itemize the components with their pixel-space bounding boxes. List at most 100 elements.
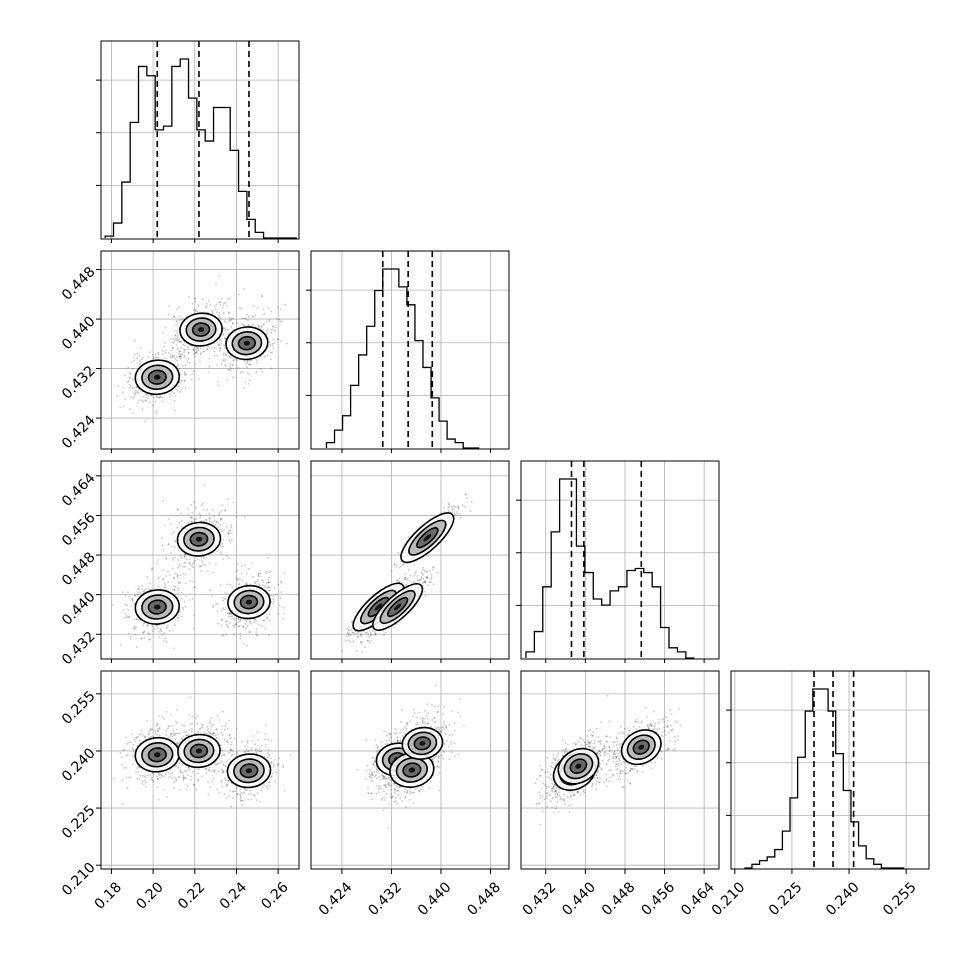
scatter-panel-2-1	[310, 460, 510, 660]
contour-1-0-0-1	[141, 364, 174, 390]
contour-2-0-1-2	[189, 531, 209, 547]
density-blob-2-1-1	[372, 583, 424, 631]
density-blob-3-1-1	[389, 752, 435, 788]
xtick-label-0-3: 0.24	[217, 879, 250, 912]
contour-3-0-0-2	[147, 747, 167, 763]
ytick-label-1-0: 0.424	[59, 412, 99, 452]
contour-3-2-2-2	[632, 739, 650, 755]
ytick-label-2-4: 0.464	[59, 470, 99, 510]
xtick-label-3-1: 0.225	[766, 879, 806, 919]
scatter-panel-3-2	[520, 670, 720, 870]
contour-1-0-2-2	[237, 335, 257, 351]
contour-3-0-1-0	[177, 733, 221, 769]
xtick-label-1-1: 0.432	[365, 879, 405, 919]
histogram-step-2	[525, 478, 695, 659]
density-blob-3-0-1	[177, 733, 221, 769]
xtick-label-2-1: 0.440	[559, 879, 599, 919]
xtick-label-2-2: 0.448	[599, 879, 639, 919]
histogram-step-3	[744, 688, 905, 869]
density-blob-1-0-2	[225, 326, 269, 361]
density-blob-3-0-2	[226, 753, 272, 789]
density-blob-2-0-1	[176, 521, 222, 557]
xtick-label-0-2: 0.22	[175, 879, 208, 912]
ytick-label-1-1: 0.432	[59, 363, 99, 403]
contour-2-0-1-0	[176, 521, 222, 557]
contour-2-1-1-0	[372, 583, 424, 631]
xtick-label-0-4: 0.26	[258, 879, 291, 912]
contour-2-1-1-1	[379, 589, 416, 625]
density-blob-3-2-2	[620, 729, 662, 766]
ytick-label-2-1: 0.440	[59, 589, 99, 629]
xtick-label-2-3: 0.456	[638, 879, 678, 919]
samples-3-2	[534, 694, 682, 826]
contour-3-0-2-2	[239, 763, 259, 779]
contour-3-1-2-0	[401, 726, 444, 760]
panel-frame-3-0	[100, 670, 300, 870]
xtick-label-1-0: 0.424	[316, 879, 356, 919]
contour-2-0-0-0	[134, 589, 181, 625]
hist-frame-1	[310, 250, 510, 450]
ytick-label-1-2: 0.440	[59, 313, 99, 353]
panel-frame-2-0	[100, 460, 300, 660]
xtick-label-0-0: 0.18	[92, 879, 125, 912]
contour-2-1-2-0	[400, 512, 455, 564]
ytick-label-3-1: 0.225	[59, 802, 99, 842]
xtick-label-0-1: 0.20	[133, 879, 166, 912]
ytick-label-1-3: 0.448	[59, 264, 99, 304]
xtick-label-1-3: 0.448	[464, 879, 504, 919]
scatter-panel-1-0	[100, 250, 300, 450]
contour-1-0-0-0	[134, 359, 181, 396]
hist-frame-3	[730, 670, 930, 870]
contour-3-2-1-1	[563, 753, 594, 780]
histogram-step-0	[104, 58, 297, 239]
histogram-panel-0	[96, 40, 300, 240]
density-blob-3-1-2	[401, 726, 444, 760]
contour-3-0-1-2	[189, 743, 209, 759]
density-blob-1-0-1	[179, 312, 223, 347]
contour-3-1-2-2	[413, 736, 432, 751]
contour-3-2-2-1	[626, 734, 656, 760]
xtick-label-1-2: 0.440	[415, 879, 455, 919]
density-blob-2-0-0	[134, 589, 181, 625]
scatter-panel-3-1	[310, 670, 510, 870]
contour-1-0-2-1	[231, 331, 263, 356]
contour-3-1-1-1	[395, 757, 428, 783]
contour-3-0-2-0	[226, 753, 272, 789]
scatter-panel-3-0	[100, 670, 300, 870]
contour-2-0-0-1	[141, 594, 174, 620]
contour-3-0-0-1	[141, 742, 174, 768]
contour-3-1-2-1	[407, 731, 438, 756]
xtick-label-3-3: 0.255	[880, 879, 920, 919]
histogram-step-1	[325, 268, 480, 449]
ytick-label-2-2: 0.448	[59, 549, 99, 589]
xtick-label-2-0: 0.432	[520, 879, 560, 919]
contour-2-0-2-0	[227, 584, 271, 620]
contour-3-0-1-1	[183, 738, 215, 764]
contour-2-0-0-2	[147, 599, 167, 615]
density-blob-2-1-2	[400, 512, 455, 564]
contour-2-1-2-2	[416, 527, 439, 549]
contour-3-0-2-1	[233, 758, 265, 784]
contour-2-1-1-2	[386, 596, 409, 618]
panel-frame-2-1	[310, 460, 510, 660]
xtick-label-3-0: 0.210	[709, 879, 749, 919]
histogram-panel-2	[516, 460, 720, 660]
contour-3-2-2-0	[620, 729, 662, 766]
ytick-label-2-0: 0.432	[59, 629, 99, 669]
contour-1-0-1-2	[191, 322, 211, 337]
xtick-label-3-2: 0.240	[823, 879, 863, 919]
contour-2-0-2-1	[233, 589, 265, 615]
density-blob-3-2-1	[557, 747, 600, 785]
histogram-panel-1	[306, 250, 510, 450]
xtick-label-2-4: 0.464	[678, 879, 718, 919]
contour-1-0-1-0	[179, 312, 223, 347]
ytick-label-2-3: 0.456	[59, 510, 99, 550]
histogram-panel-3	[726, 670, 930, 870]
scatter-panel-2-0	[100, 460, 300, 660]
hist-frame-2	[520, 460, 720, 660]
contour-2-0-2-2	[239, 594, 259, 610]
contour-3-2-1-2	[569, 758, 588, 775]
contour-3-2-1-0	[557, 747, 600, 785]
ytick-label-3-3: 0.255	[59, 688, 99, 728]
contour-1-0-0-2	[147, 369, 167, 385]
